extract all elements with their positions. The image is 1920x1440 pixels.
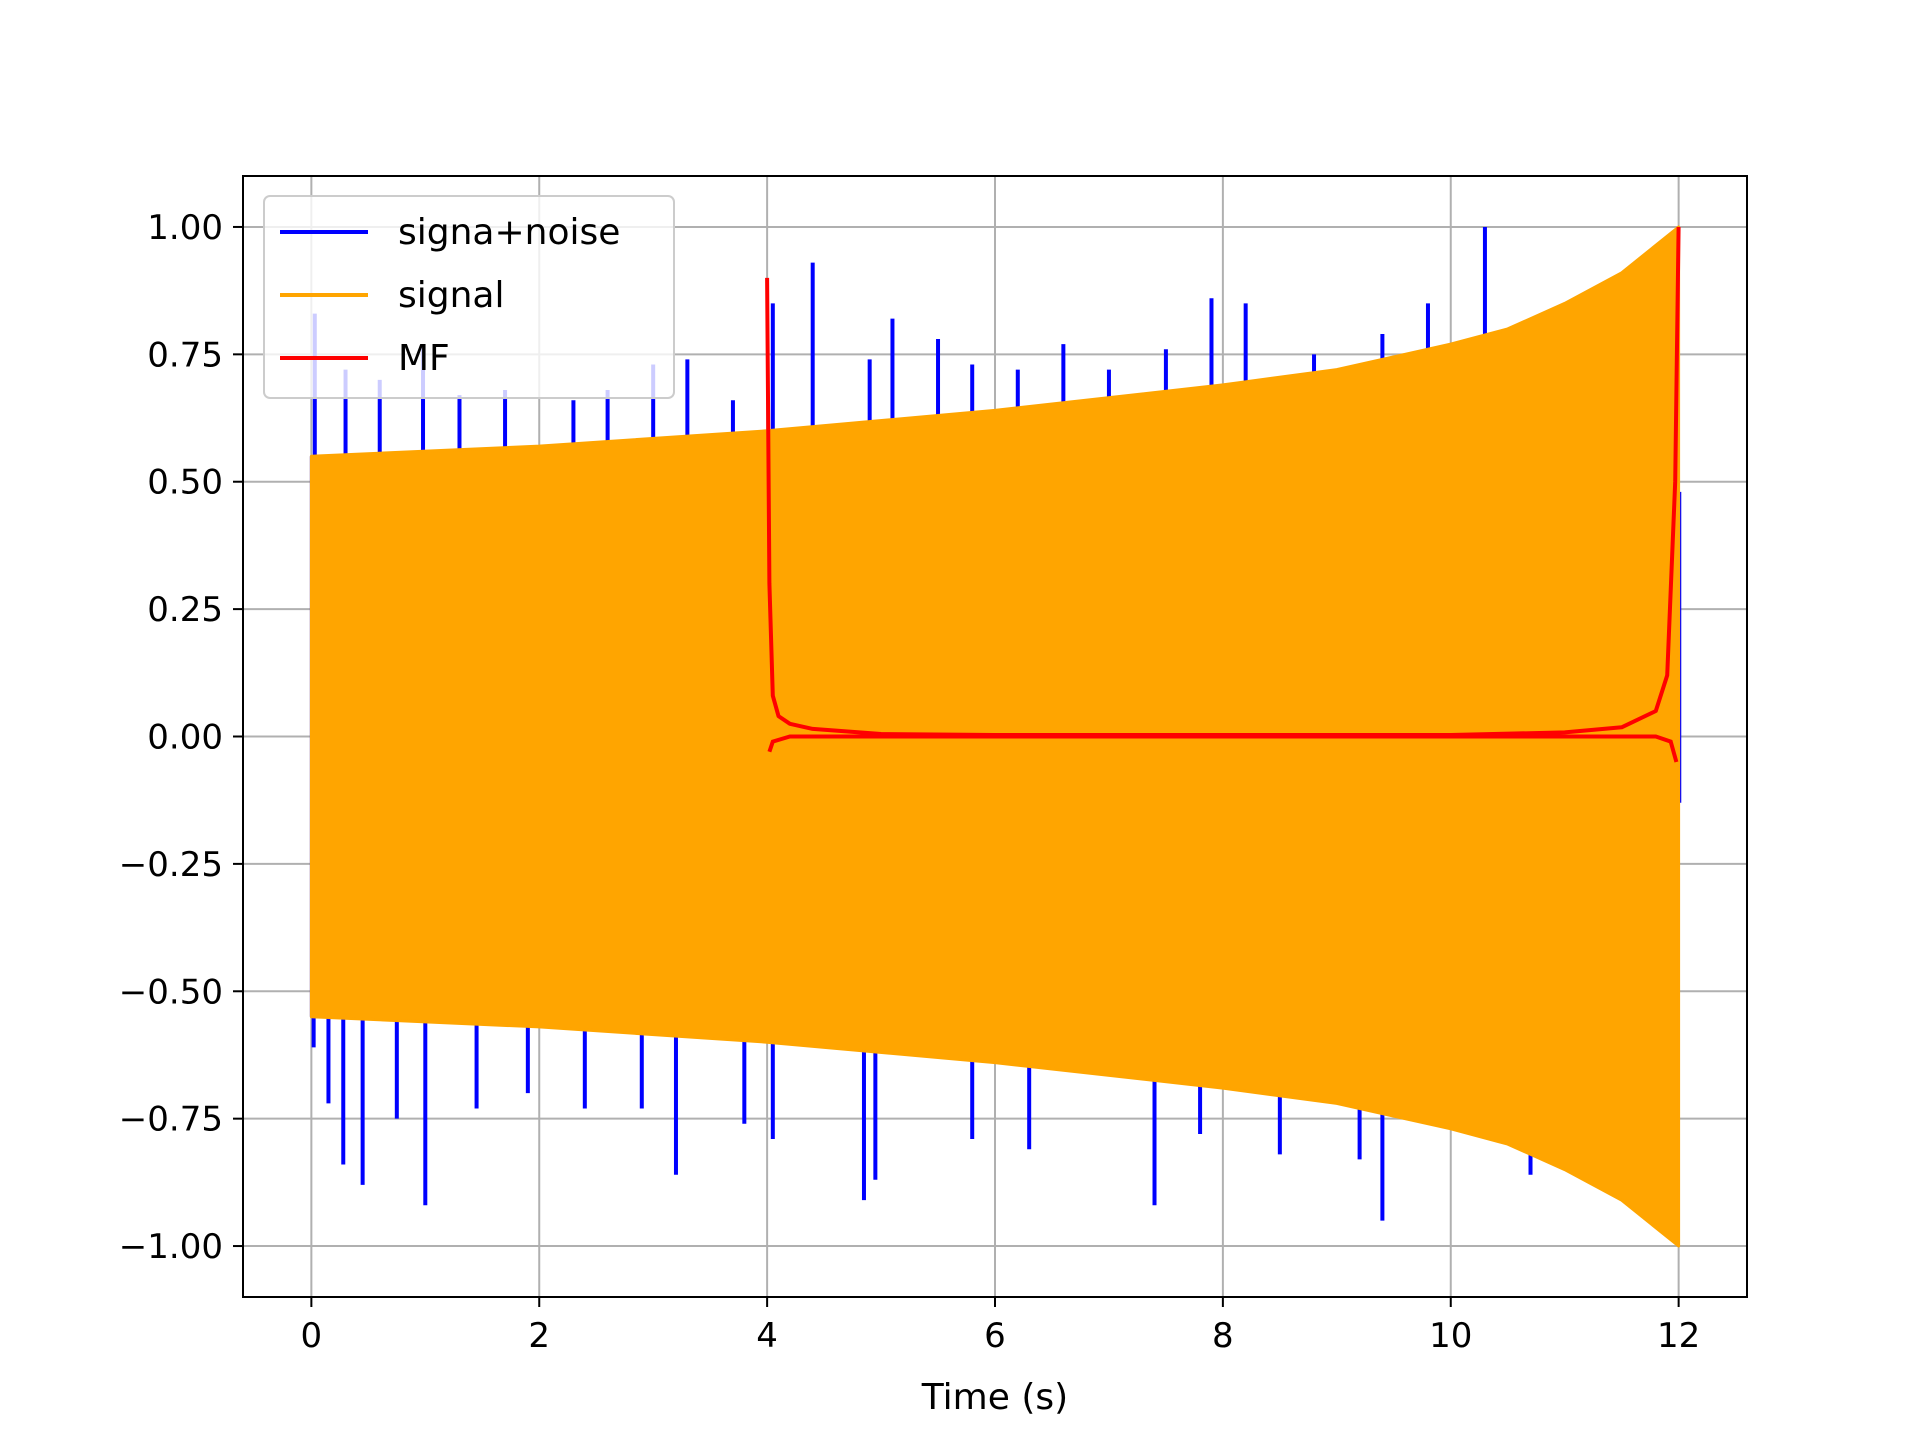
- legend: signa+noise signal MF: [263, 195, 675, 399]
- y-tick-label: 0.25: [147, 590, 223, 630]
- y-tick-label: 0.50: [147, 463, 223, 503]
- legend-label: signa+noise: [398, 212, 620, 253]
- x-tick-label: 10: [1429, 1316, 1472, 1356]
- x-axis-label: Time (s): [921, 1377, 1068, 1418]
- legend-box: [263, 195, 675, 399]
- y-tick-label: −0.25: [119, 845, 223, 885]
- y-tick-label: −0.75: [119, 1100, 223, 1140]
- mf-lower-band: [767, 734, 1679, 763]
- x-tick-label: 4: [756, 1316, 778, 1356]
- x-tick-label: 8: [1212, 1316, 1234, 1356]
- x-tick-label: 6: [984, 1316, 1006, 1356]
- y-tick-label: 0.00: [147, 718, 223, 758]
- y-tick-label: 0.75: [147, 335, 223, 375]
- legend-label: signal: [398, 275, 505, 316]
- x-tick-label: 12: [1657, 1316, 1700, 1356]
- x-tick-label: 0: [301, 1316, 323, 1356]
- ticks: 0 2 4 6 8 10 12 1.00 0.75 0.50 0.25 0.00 −0.25 −0.50 −…: [119, 208, 1700, 1356]
- legend-label: MF: [398, 338, 450, 379]
- y-tick-label: 1.00: [147, 208, 223, 248]
- y-tick-label: −0.50: [119, 972, 223, 1012]
- x-tick-label: 2: [528, 1316, 550, 1356]
- y-tick-label: −1.00: [119, 1227, 223, 1267]
